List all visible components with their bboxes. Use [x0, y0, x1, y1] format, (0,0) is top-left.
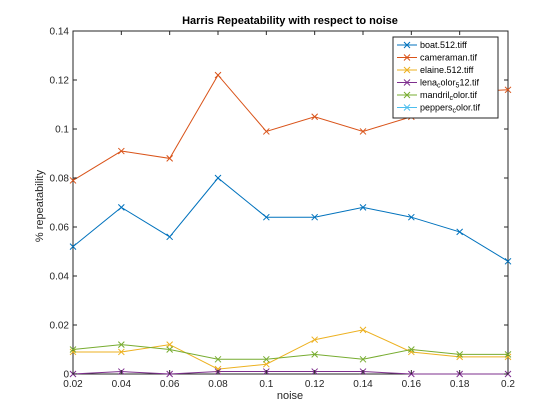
data-point [504, 257, 512, 265]
legend-label: lenacolor512.tif [420, 78, 479, 90]
legend-item: boat.512.tiff [397, 40, 467, 50]
data-point [262, 128, 270, 135]
legend-marker [403, 54, 411, 61]
data-point [262, 360, 270, 368]
legend-label: pepperscolor.tif [420, 103, 481, 115]
data-point [359, 355, 367, 363]
y-tick-label: 0 [63, 370, 69, 381]
data-point [407, 346, 415, 353]
series-line [72, 371, 508, 375]
data-point [262, 213, 270, 221]
data-point [359, 204, 367, 211]
data-point [69, 243, 77, 250]
series-line [73, 329, 508, 370]
legend-label: cameraman.tif [420, 53, 478, 63]
y-tick-label: 0.06 [50, 223, 70, 234]
y-tick-label: 0.14 [50, 27, 70, 38]
y-tick-label: 0.1 [55, 125, 69, 136]
data-point [407, 213, 415, 221]
data-point [311, 351, 319, 358]
legend-label: mandrilcolor.tif [420, 90, 478, 102]
axes-layer: 0.02 0.04 0.06 0.08 0.1 0.12 0.14 0.16 0.18 0.200… [50, 27, 516, 391]
x-tick-label: 0.02 [63, 379, 83, 390]
y-tick-label: 0.08 [50, 174, 70, 185]
legend-item: pepperscolor.tif [397, 103, 481, 115]
data-point [166, 341, 174, 348]
x-tick-label: 0.08 [208, 379, 228, 390]
data-point [117, 147, 125, 155]
legend-item: elaine.512.tiff [397, 65, 474, 75]
x-tick-label: 0.2 [501, 379, 515, 390]
x-tick-label: 0.04 [112, 379, 132, 390]
data-point [69, 348, 77, 356]
data-point [359, 326, 367, 334]
data-point [117, 341, 125, 348]
legend-item: mandrilcolor.tif [397, 90, 478, 102]
x-tick-label: 0.16 [402, 379, 422, 390]
legend-label: elaine.512.tiff [420, 65, 474, 75]
y-axis-title: % repeatability [34, 169, 46, 242]
legend-marker [403, 66, 411, 74]
legend-label: boat.512.tiff [420, 40, 467, 50]
data-point [214, 174, 222, 182]
data-point [456, 228, 464, 236]
data-point [117, 204, 125, 211]
data-point [69, 346, 77, 353]
data-point [456, 351, 464, 358]
data-point [166, 233, 174, 241]
x-tick-label: 0.12 [305, 379, 325, 390]
x-axis-title: noise [277, 390, 303, 402]
x-tick-label: 0.14 [353, 379, 373, 390]
legend-item: cameraman.tif [397, 53, 478, 63]
legend-box [392, 36, 499, 119]
x-tick-label: 0.18 [450, 379, 470, 390]
y-tick-label: 0.12 [50, 76, 70, 87]
data-point [166, 155, 174, 162]
legend-marker [403, 91, 411, 99]
series-0 [69, 174, 512, 265]
legend: boat.512.tiff cameraman.tif elaine.512.tif… [392, 36, 499, 119]
series-line [72, 177, 509, 262]
x-tick-label: 0.1 [259, 379, 273, 390]
y-tick-label: 0.04 [50, 272, 70, 283]
series-2 [69, 326, 512, 373]
data-point [311, 336, 319, 344]
x-tick-label: 0.06 [160, 379, 180, 390]
data-point [504, 86, 512, 94]
data-point [166, 346, 174, 353]
y-tick-label: 0.02 [50, 321, 70, 332]
data-point [504, 351, 512, 358]
data-point [262, 355, 270, 363]
legend-marker [403, 104, 411, 111]
series-4 [69, 341, 512, 363]
chart-title: Harris Repeatability with respect to noi… [182, 15, 398, 27]
legend-marker [403, 79, 411, 86]
data-point [214, 71, 222, 79]
legend-marker [403, 41, 411, 49]
data-point [117, 348, 125, 356]
data-point [311, 113, 319, 121]
series-line [72, 344, 508, 360]
data-point [311, 213, 319, 221]
legend-item: lenacolor512.tif [397, 78, 479, 90]
data-point [214, 355, 222, 363]
data-point [359, 128, 367, 135]
